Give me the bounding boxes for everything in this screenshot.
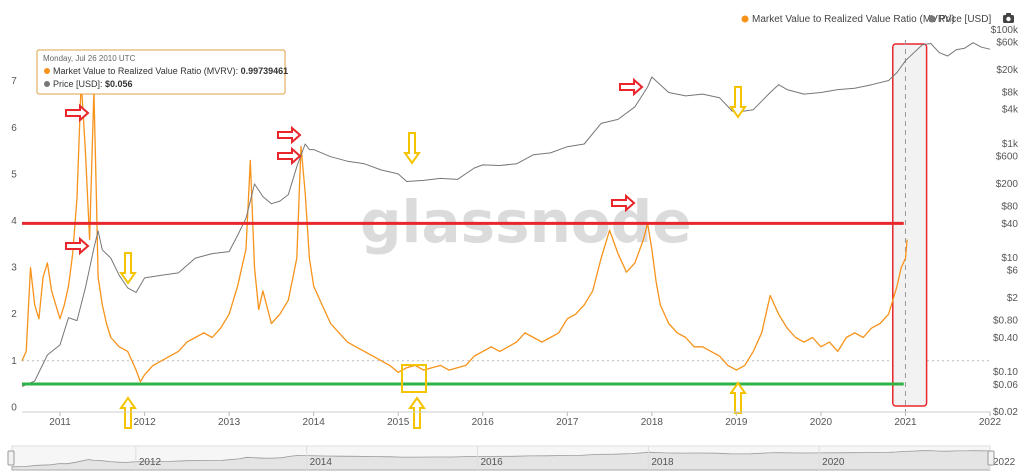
tooltip-mvrv-label: Market Value to Realized Value Ratio (MV… [53, 66, 288, 76]
x-tick-label: 2018 [641, 417, 664, 428]
y-left-tick-label: 0 [11, 402, 17, 413]
navigator-tick-label: 2016 [481, 457, 504, 468]
highlight-box [892, 43, 928, 407]
tooltip: Monday, Jul 26 2010 UTC Market Value to … [36, 49, 288, 95]
y-right-tick-label: $0.10 [993, 367, 1018, 378]
x-tick-label: 2016 [472, 417, 495, 428]
axes: 2011 2012 2013 2014 2015 2016 2017 2018 2019 2020… [11, 25, 1019, 428]
yellow-arrow-2015-bottom [408, 396, 426, 429]
legend-label-price[interactable]: Price [USD] [939, 14, 991, 25]
y-left-tick-label: 6 [11, 123, 17, 134]
y-right-tick-label: $40 [1001, 219, 1018, 230]
red-arrow-2017-price [619, 77, 644, 97]
navigator-tick-label: 2012 [139, 457, 162, 468]
yellow-arrow-2019-bottom [729, 381, 747, 414]
y-right-tick-label: $6 [1007, 266, 1019, 277]
y-right-tick-label: $600 [996, 152, 1019, 163]
red-arrow-2013-price [277, 146, 302, 166]
reference-lines [22, 221, 904, 386]
yellow-arrow-2011-low [119, 252, 137, 285]
y-left-tick-label: 3 [11, 263, 17, 274]
yellow-arrow-2019-price [729, 86, 747, 119]
y-left-tick-label: 2 [11, 309, 17, 320]
y-right-tick-label: $2 [1007, 293, 1019, 304]
y-right-tick-label: $8k [1002, 88, 1019, 99]
navigator-handle-left[interactable] [7, 450, 15, 466]
yellow-arrow-2012-bottom [119, 396, 137, 429]
navigator-tick-label: 2022 [993, 457, 1016, 468]
x-tick-label: 2019 [725, 417, 748, 428]
y-right-tick-label: $4k [1002, 105, 1019, 116]
navigator[interactable]: 2012 2014 2016 2018 2020 2022 [7, 445, 1016, 471]
y-right-tick-label: $100k [991, 25, 1019, 36]
y-left-tick-label: 4 [11, 216, 17, 227]
yellow-arrow-2015-price [403, 132, 421, 165]
y-right-tick-label: $60k [996, 38, 1019, 49]
x-tick-label: 2021 [894, 417, 917, 428]
y-right-tick-label: $0.80 [993, 316, 1018, 327]
y-right-tick-label: $1k [1002, 139, 1019, 150]
x-tick-label: 2020 [810, 417, 833, 428]
tooltip-price-dot [44, 81, 50, 87]
red-arrow-2011-price [65, 236, 90, 256]
x-tick-label: 2013 [218, 417, 241, 428]
camera-icon[interactable] [1003, 13, 1014, 23]
red-arrow-2011-peak [65, 103, 90, 123]
y-right-tick-label: $0.40 [993, 333, 1018, 344]
highlight-region [892, 40, 928, 412]
y-right-tick-label: $20k [996, 65, 1019, 76]
tooltip-date: Monday, Jul 26 2010 UTC [43, 54, 136, 63]
red-arrow-2017-peak [611, 193, 636, 213]
legend-label-mvrv[interactable]: Market Value to Realized Value Ratio (MV… [752, 14, 955, 25]
series-line-price [21, 42, 991, 387]
navigator-price-area [11, 450, 991, 471]
y-right-tick-label: $0.02 [993, 407, 1018, 418]
series-line-mvrv [21, 80, 908, 383]
x-tick-label: 2022 [979, 417, 1002, 428]
red-arrow-2013-peak [277, 125, 302, 145]
yellow-box-2015 [401, 364, 427, 393]
y-right-tick-label: $80 [1001, 202, 1018, 213]
navigator-tick-label: 2020 [822, 457, 845, 468]
legend-swatch-price [928, 15, 936, 23]
series-layer [21, 42, 991, 387]
tooltip-price-label: Price [USD]: $0.056 [53, 79, 133, 89]
y-right-tick-label: $10 [1001, 253, 1018, 264]
tooltip-box [36, 49, 286, 95]
x-tick-label: 2017 [556, 417, 579, 428]
x-tick-label: 2014 [303, 417, 326, 428]
x-tick-label: 2011 [49, 417, 71, 428]
y-left-tick-label: 5 [11, 169, 17, 180]
navigator-tick-label: 2014 [310, 457, 333, 468]
annotations [65, 77, 747, 429]
tooltip-mvrv-dot [44, 68, 50, 74]
legend-swatch-mvrv [741, 15, 749, 23]
navigator-tick-label: 2018 [651, 457, 674, 468]
x-tick-label: 2012 [133, 417, 156, 428]
navigator-handle-right[interactable] [987, 450, 995, 466]
y-left-tick-label: 7 [11, 76, 17, 87]
y-left-tick-label: 1 [11, 356, 17, 367]
x-tick-label: 2015 [387, 417, 410, 428]
y-right-tick-label: $200 [996, 179, 1019, 190]
y-right-tick-label: $0.06 [993, 380, 1018, 391]
legend[interactable]: Market Value to Realized Value Ratio (MV… [741, 14, 992, 25]
